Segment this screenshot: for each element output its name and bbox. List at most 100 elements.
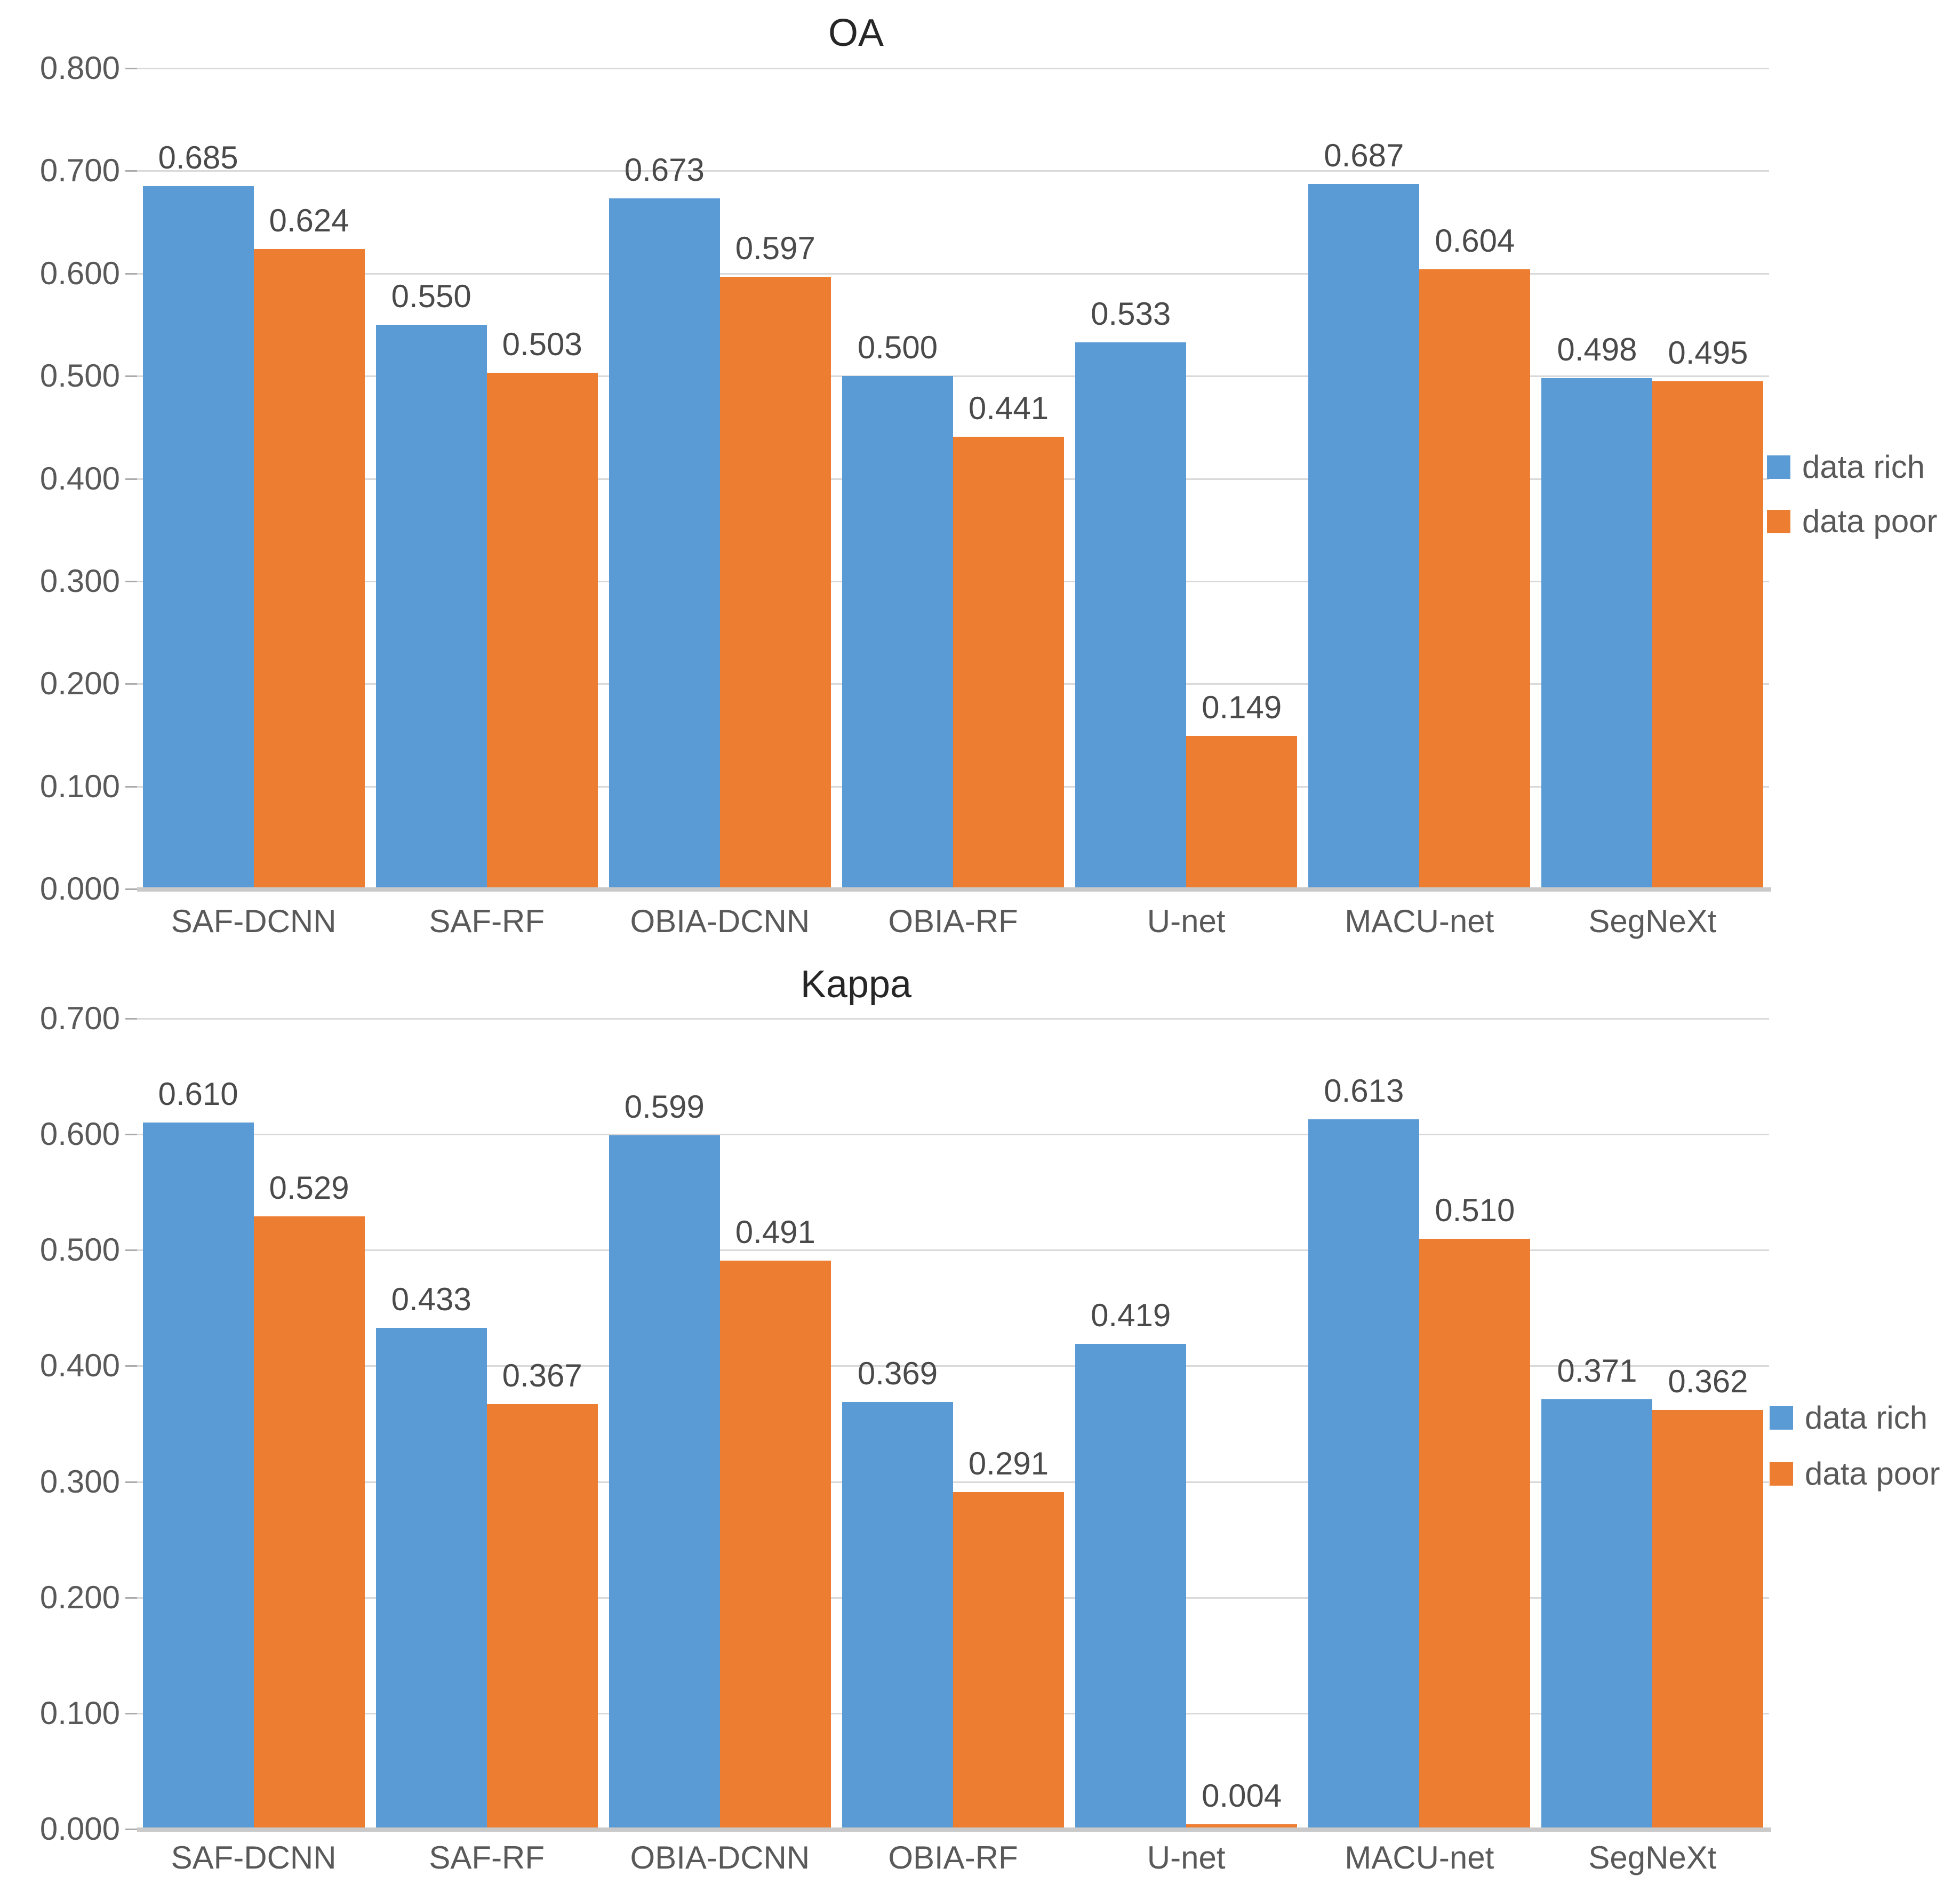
y-axis-label: 0.700 <box>39 153 120 189</box>
bar-data-poor-OBIA-DCNN <box>719 1260 831 1829</box>
value-label: 0.367 <box>502 1358 582 1394</box>
value-label: 0.149 <box>1202 690 1282 726</box>
x-axis-label-SegNeXt: SegNeXt <box>1588 1840 1717 1875</box>
gridline <box>137 170 1769 172</box>
x-axis-line <box>137 887 1771 892</box>
legend-label-data-rich: data rich <box>1805 1400 1928 1436</box>
value-label: 0.604 <box>1435 223 1515 259</box>
value-label: 0.498 <box>1557 331 1637 367</box>
y-axis-label: 0.100 <box>39 768 120 804</box>
x-axis-label-OBIA-DCNN: OBIA-DCNN <box>630 1840 810 1875</box>
x-axis-label-OBIA-RF: OBIA-RF <box>888 1840 1018 1875</box>
value-label: 0.529 <box>269 1170 349 1206</box>
value-label: 0.369 <box>857 1355 938 1391</box>
chart-title-oa: OA <box>828 12 884 54</box>
x-axis-line <box>137 1827 1771 1832</box>
y-axis-label: 0.400 <box>39 460 120 496</box>
bar-data-rich-OBIA-DCNN <box>609 198 720 889</box>
legend-swatch-data-rich <box>1770 1406 1793 1430</box>
y-tick <box>125 785 137 788</box>
value-label: 0.687 <box>1324 138 1404 174</box>
bar-data-poor-OBIA-RF <box>953 436 1064 889</box>
value-label: 0.495 <box>1668 334 1748 371</box>
x-axis-label-SegNeXt: SegNeXt <box>1588 903 1717 939</box>
value-label: 0.673 <box>624 152 705 188</box>
value-label: 0.503 <box>502 326 582 363</box>
value-label: 0.597 <box>735 230 815 266</box>
value-label: 0.291 <box>968 1446 1049 1482</box>
value-label: 0.624 <box>269 202 349 238</box>
x-axis-label-OBIA-DCNN: OBIA-DCNN <box>630 903 810 939</box>
x-axis-label-SAF-RF: SAF-RF <box>429 903 545 939</box>
x-axis-label-MACU-net: MACU-net <box>1345 903 1494 939</box>
bar-data-rich-OBIA-RF <box>842 1401 953 1829</box>
bar-data-rich-OBIA-DCNN <box>609 1135 720 1829</box>
gridline <box>137 1249 1769 1252</box>
y-axis-label: 0.300 <box>39 563 120 599</box>
x-axis-label-SAF-DCNN: SAF-DCNN <box>171 1840 337 1875</box>
x-axis-label-U-net: U-net <box>1147 1840 1226 1875</box>
legend-label-data-poor: data poor <box>1802 503 1938 539</box>
gridline <box>137 1018 1769 1020</box>
gridline <box>137 1365 1769 1367</box>
y-tick <box>125 272 137 275</box>
y-axis-label: 0.800 <box>39 50 120 86</box>
y-tick <box>125 170 137 172</box>
y-axis-label: 0.500 <box>39 1232 120 1268</box>
chart-title-kappa: Kappa <box>800 963 912 1006</box>
bar-data-rich-SAF-DCNN <box>142 186 254 889</box>
y-tick <box>125 1249 137 1252</box>
y-tick <box>125 68 137 69</box>
y-tick <box>125 1018 137 1020</box>
bar-data-rich-SegNeXt <box>1541 378 1653 889</box>
gridline <box>137 68 1769 69</box>
value-label: 0.433 <box>391 1281 471 1317</box>
bar-data-poor-SAF-RF <box>486 1404 598 1829</box>
value-label: 0.510 <box>1435 1192 1515 1228</box>
bar-data-poor-MACU-net <box>1419 1238 1531 1829</box>
y-tick <box>125 1829 137 1830</box>
value-label: 0.613 <box>1324 1072 1404 1109</box>
y-axis-label: 0.200 <box>39 666 120 702</box>
bar-data-poor-OBIA-DCNN <box>719 276 831 889</box>
gridline <box>137 1134 1769 1136</box>
x-axis-label-SAF-RF: SAF-RF <box>429 1840 545 1875</box>
bar-data-poor-U-net <box>1186 1824 1298 1829</box>
value-label: 0.500 <box>857 330 938 366</box>
bar-data-poor-SegNeXt <box>1652 381 1764 889</box>
bar-data-rich-MACU-net <box>1308 1119 1420 1829</box>
y-axis-label: 0.300 <box>39 1463 120 1500</box>
y-tick <box>125 1481 137 1483</box>
value-label: 0.533 <box>1091 295 1171 332</box>
bar-data-rich-U-net <box>1075 342 1187 889</box>
y-axis-label: 0.000 <box>39 1811 120 1847</box>
legend-swatch-data-poor <box>1770 1462 1793 1486</box>
y-tick <box>125 1597 137 1599</box>
y-tick <box>125 888 137 890</box>
x-axis-label-OBIA-RF: OBIA-RF <box>888 903 1018 939</box>
y-axis-label: 0.500 <box>39 358 120 394</box>
bar-data-rich-U-net <box>1075 1344 1187 1829</box>
value-label: 0.491 <box>735 1214 815 1250</box>
y-tick <box>125 683 137 685</box>
y-tick <box>125 1134 137 1136</box>
value-label: 0.441 <box>968 390 1049 426</box>
y-axis-label: 0.600 <box>39 255 120 291</box>
bar-data-poor-OBIA-RF <box>953 1492 1064 1829</box>
bar-data-poor-SAF-DCNN <box>253 248 365 889</box>
y-axis-label: 0.400 <box>39 1348 120 1384</box>
x-axis-label-SAF-DCNN: SAF-DCNN <box>171 903 337 939</box>
y-axis-label: 0.700 <box>39 1000 120 1036</box>
bar-data-rich-MACU-net <box>1308 184 1420 889</box>
value-label: 0.685 <box>158 140 238 176</box>
value-label: 0.371 <box>1557 1353 1637 1389</box>
gridline <box>137 1481 1769 1483</box>
x-axis-label-MACU-net: MACU-net <box>1345 1840 1494 1875</box>
legend-swatch-data-rich <box>1767 455 1790 479</box>
gridline <box>137 272 1769 275</box>
legend-label-data-rich: data rich <box>1802 449 1925 485</box>
bar-data-poor-SegNeXt <box>1652 1409 1764 1829</box>
legend-swatch-data-poor <box>1767 510 1790 533</box>
y-axis-label: 0.000 <box>39 871 120 907</box>
